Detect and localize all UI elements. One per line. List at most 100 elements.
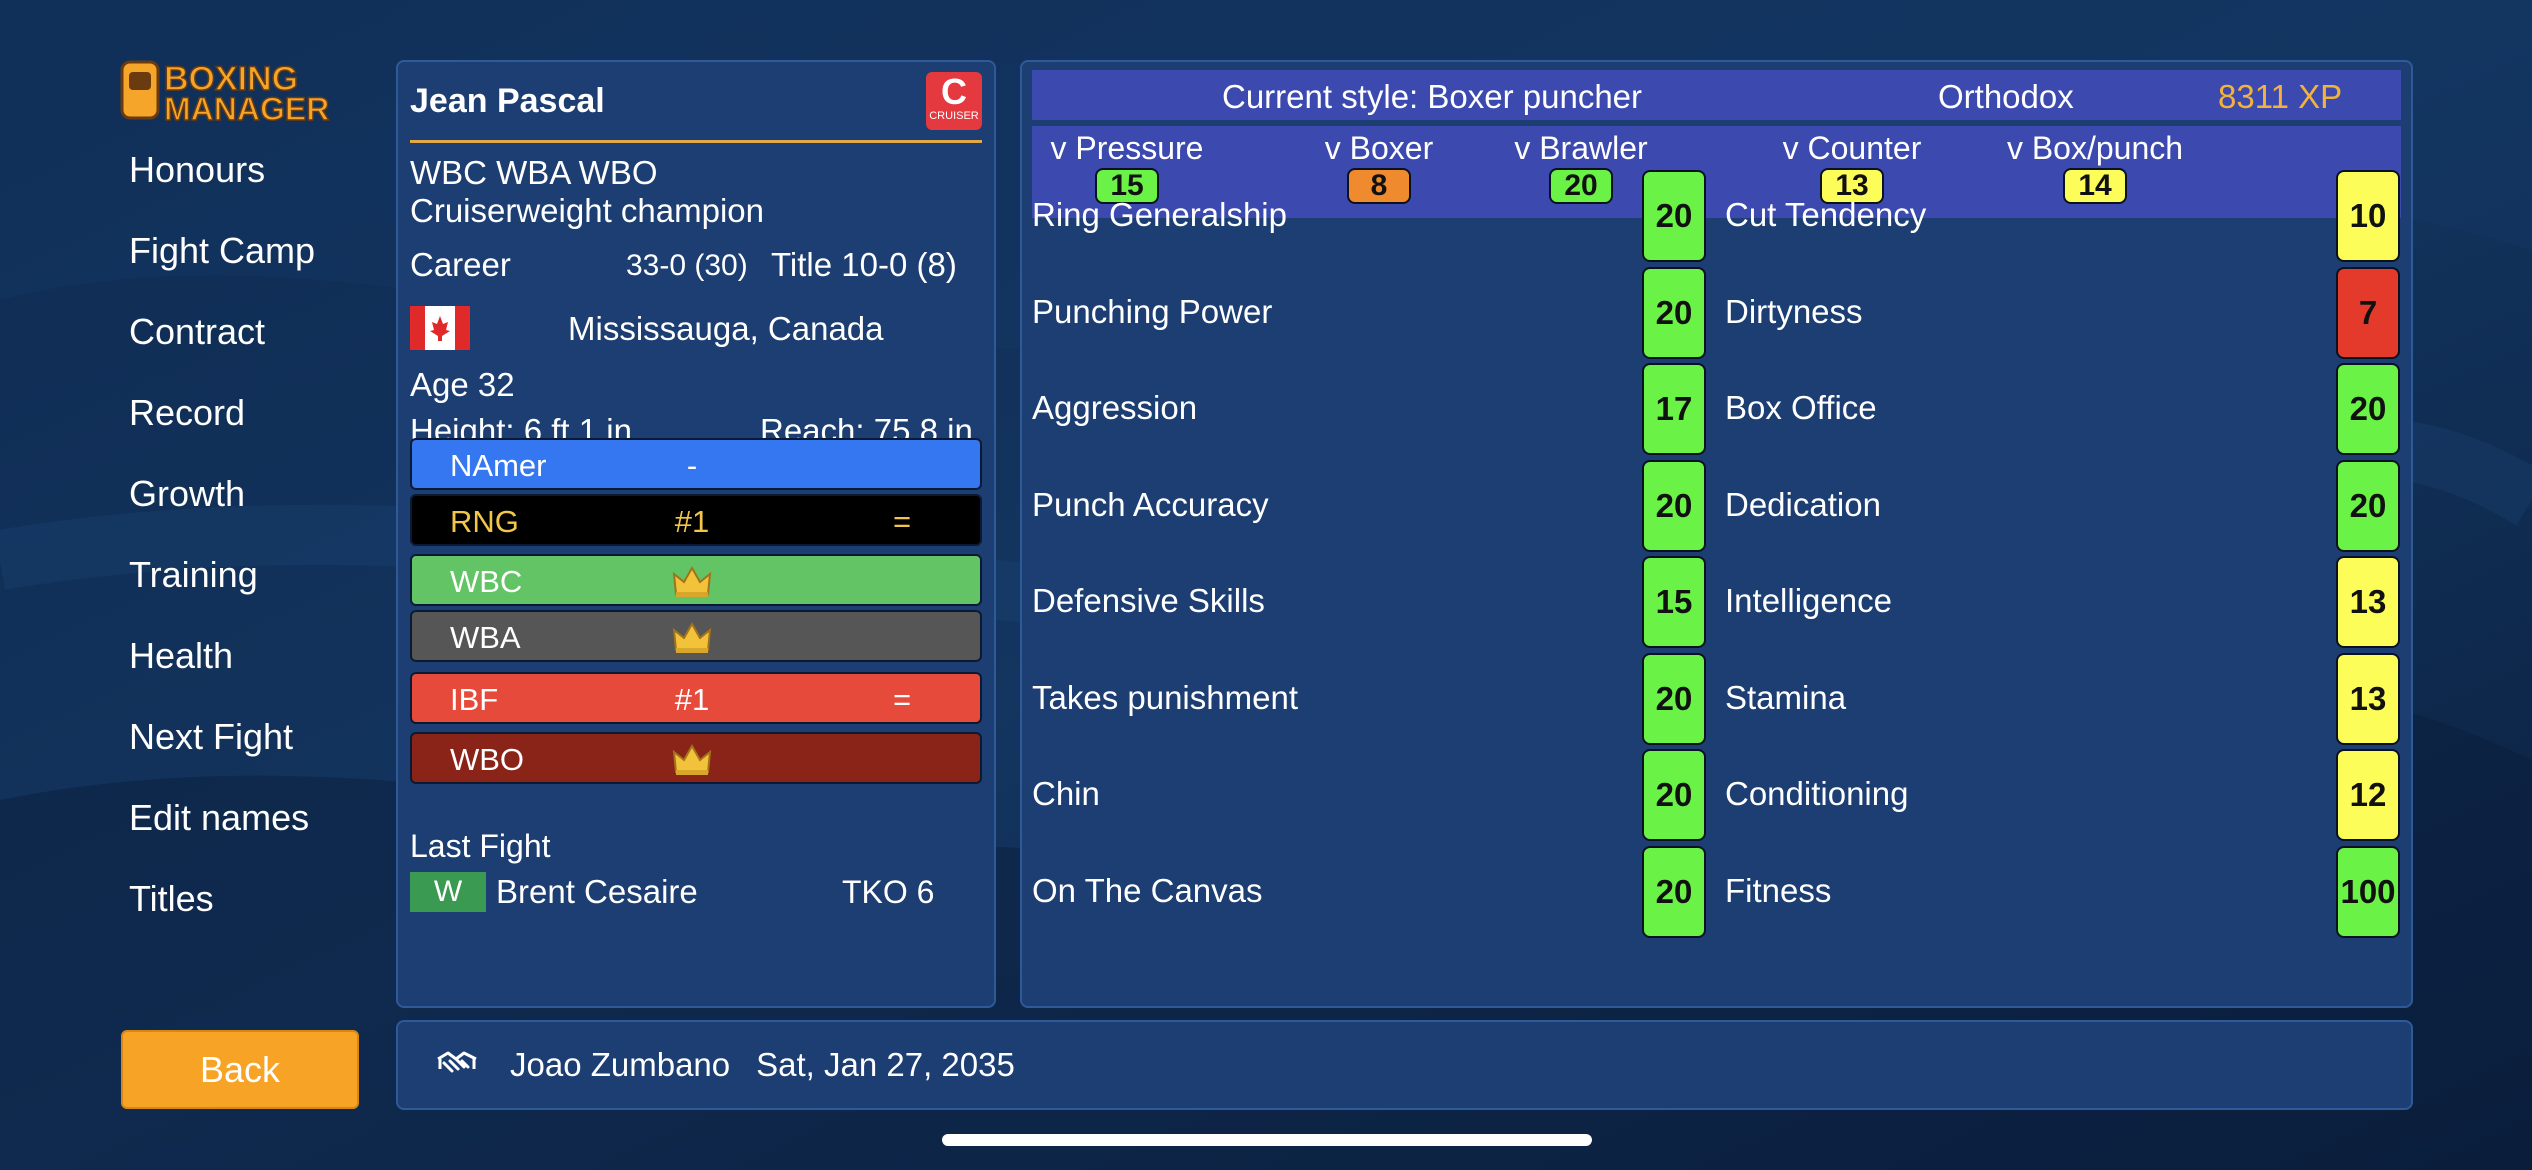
matchup-label: v Pressure xyxy=(1050,130,1204,166)
attribute-label-fitness: Fitness xyxy=(1725,871,1832,909)
matchup-rating: 14 xyxy=(2063,168,2127,204)
logo-text-boxing: BOXING xyxy=(164,60,298,98)
matchup-bar: v Pressure 15 v Boxer 8 v Brawler 20 v Counter… xyxy=(1032,126,2401,218)
crown-icon xyxy=(672,742,712,778)
matchup-v-counter: v Counter 13 xyxy=(1727,128,1977,204)
attribute-label-defensive-skills: Defensive Skills xyxy=(1032,582,1265,619)
attribute-value-aggression: 17 xyxy=(1642,363,1706,455)
attribute-label-dedication: Dedication xyxy=(1725,485,1881,523)
weight-class-letter: C xyxy=(941,71,967,112)
weight-class-name: CRUISER xyxy=(929,110,979,122)
ranking-row-wba[interactable]: WBA xyxy=(410,610,982,662)
ranking-row-wbo[interactable]: WBO xyxy=(410,732,982,784)
ranking-org: NAmer xyxy=(450,448,547,483)
attribute-label-box-office: Box Office xyxy=(1725,389,1877,426)
matchup-label: v Box/punch xyxy=(2006,130,2184,166)
career-label: Career xyxy=(410,246,511,283)
ranking-movement: = xyxy=(892,504,912,539)
sidebar-item-contract[interactable]: Contract xyxy=(129,311,266,352)
attribute-value-cut-tendency: 10 xyxy=(2336,170,2400,262)
attribute-label-punch-accuracy: Punch Accuracy xyxy=(1032,485,1269,523)
matchup-label: v Brawler xyxy=(1514,130,1648,166)
last-fight-method: TKO 6 xyxy=(842,874,935,910)
last-fight-label: Last Fight xyxy=(410,828,551,864)
champion-status: Cruiserweight champion xyxy=(410,192,764,229)
ranking-org: WBC xyxy=(450,564,523,599)
matchup-rating: 8 xyxy=(1347,168,1411,204)
hometown: Mississauga, Canada xyxy=(568,310,884,347)
boxer-name: Jean Pascal xyxy=(410,82,605,120)
next-fight-bar[interactable]: Joao Zumbano Sat, Jan 27, 2035 xyxy=(396,1020,2413,1110)
handshake-icon xyxy=(437,1051,477,1073)
sidebar-item-edit-names[interactable]: Edit names xyxy=(129,797,310,838)
attribute-label-ring-generalship: Ring Generalship xyxy=(1032,196,1287,233)
attribute-value-takes-punishment: 20 xyxy=(1642,652,1706,745)
ranking-org: RNG xyxy=(450,504,519,539)
boxer-age: Age 32 xyxy=(410,366,515,403)
ranking-org: WBA xyxy=(450,620,521,655)
ranking-movement: = xyxy=(892,682,912,717)
sidebar-item-next-fight[interactable]: Next Fight xyxy=(129,716,294,757)
matchup-label: v Counter xyxy=(1782,130,1922,166)
attribute-value-conditioning: 12 xyxy=(2336,749,2400,841)
attribute-value-stamina: 13 xyxy=(2336,652,2400,745)
attribute-label-chin: Chin xyxy=(1032,775,1100,812)
attribute-value-dirtyness: 7 xyxy=(2336,266,2400,359)
attribute-label-intelligence: Intelligence xyxy=(1725,582,1892,619)
sidebar-item-fight-camp[interactable]: Fight Camp xyxy=(129,230,316,271)
attribute-value-chin: 20 xyxy=(1642,749,1706,841)
next-fight-date: Sat, Jan 27, 2035 xyxy=(756,1046,1015,1083)
sidebar-nav: Honours Fight Camp Contract Record Growt… xyxy=(129,142,369,952)
current-style: Current style: Boxer puncher xyxy=(1222,78,1643,115)
matchup-v-box-punch: v Box/punch 14 xyxy=(1970,128,2220,204)
ranking-row-ibf[interactable]: IBF #1 = xyxy=(410,672,982,724)
sidebar-item-training[interactable]: Training xyxy=(129,554,258,595)
crown-icon xyxy=(672,564,712,600)
ranking-position: #1 xyxy=(674,682,710,717)
title-record: Title 10-0 (8) xyxy=(771,246,957,283)
logo-text-manager: MANAGER xyxy=(164,91,329,124)
ranking-row-wbc[interactable]: WBC xyxy=(410,554,982,606)
attribute-value-on-the-canvas: 20 xyxy=(1642,845,1706,938)
attribute-value-fitness: 100 xyxy=(2336,845,2400,938)
ranking-org: IBF xyxy=(450,682,499,717)
attributes-panel: Current style: Boxer puncher Orthodox 83… xyxy=(1020,60,2413,1008)
attribute-label-punching-power: Punching Power xyxy=(1032,292,1273,330)
last-fight-opponent[interactable]: Brent Cesaire xyxy=(496,873,698,910)
canada-flag-icon xyxy=(410,306,470,350)
attribute-label-dirtyness: Dirtyness xyxy=(1725,292,1863,330)
crown-icon xyxy=(672,620,712,656)
weight-class-badge[interactable]: C CRUISER xyxy=(926,72,982,130)
back-button[interactable]: Back xyxy=(121,1030,359,1109)
matchup-label: v Boxer xyxy=(1324,130,1434,166)
attribute-value-dedication: 20 xyxy=(2336,459,2400,552)
matchup-v-pressure: v Pressure 15 xyxy=(1002,128,1252,204)
attribute-label-conditioning: Conditioning xyxy=(1725,775,1909,812)
career-record: 33-0 (30) xyxy=(626,249,748,282)
attribute-value-ring-generalship: 20 xyxy=(1642,170,1706,262)
name-divider xyxy=(410,140,982,143)
attribute-label-aggression: Aggression xyxy=(1032,389,1198,426)
ranking-org: WBO xyxy=(450,742,525,777)
matchup-rating: 20 xyxy=(1549,168,1613,204)
sidebar-item-record[interactable]: Record xyxy=(129,392,246,433)
last-fight-result: W xyxy=(410,872,486,912)
home-indicator[interactable] xyxy=(942,1134,1592,1146)
next-opponent: Joao Zumbano xyxy=(510,1046,731,1083)
matchup-v-brawler: v Brawler 20 xyxy=(1456,128,1706,204)
ranking-row-rng[interactable]: RNG #1 = xyxy=(410,494,982,546)
sidebar-item-titles[interactable]: Titles xyxy=(129,878,214,919)
sidebar-item-honours[interactable]: Honours xyxy=(129,149,266,190)
ranking-row-namer[interactable]: NAmer - xyxy=(410,438,982,490)
attribute-label-on-the-canvas: On The Canvas xyxy=(1032,871,1263,909)
ranking-position: #1 xyxy=(674,504,710,539)
boxer-info-panel: Jean Pascal C CRUISER WBC WBA WBO Cruise… xyxy=(396,60,996,1008)
sidebar-item-health[interactable]: Health xyxy=(129,635,234,676)
sidebar-item-growth[interactable]: Growth xyxy=(129,473,246,514)
titles-held: WBC WBA WBO xyxy=(410,154,658,191)
stance: Orthodox xyxy=(1938,78,2074,115)
attribute-value-box-office: 20 xyxy=(2336,363,2400,455)
style-bar: Current style: Boxer puncher Orthodox 83… xyxy=(1032,70,2401,120)
attribute-label-cut-tendency: Cut Tendency xyxy=(1725,196,1927,233)
attribute-label-stamina: Stamina xyxy=(1725,678,1847,716)
